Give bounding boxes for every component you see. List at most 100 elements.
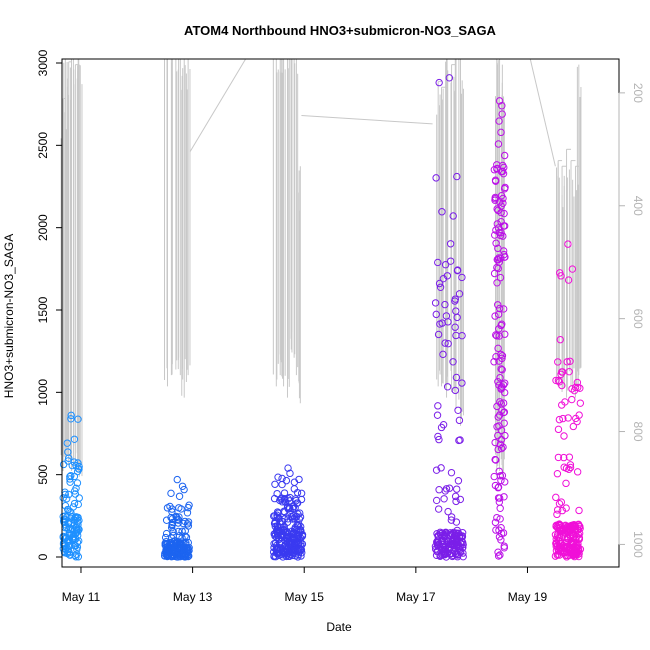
data-point xyxy=(174,519,182,527)
data-point xyxy=(439,274,448,283)
data-point xyxy=(552,539,561,548)
data-point xyxy=(286,493,294,502)
data-point xyxy=(498,366,506,374)
data-point xyxy=(174,515,182,523)
data-point xyxy=(432,310,440,319)
data-point xyxy=(553,470,562,478)
data-point xyxy=(169,545,177,553)
data-point xyxy=(500,253,509,261)
data-point xyxy=(559,414,567,423)
data-point xyxy=(575,529,584,538)
data-point xyxy=(494,344,502,353)
data-point xyxy=(289,542,298,551)
data-point xyxy=(560,463,568,471)
data-point xyxy=(491,177,500,185)
data-point xyxy=(561,521,570,530)
data-point xyxy=(570,532,578,541)
data-point xyxy=(565,465,573,473)
data-point xyxy=(435,486,443,494)
data-point-max xyxy=(495,97,504,105)
data-point xyxy=(447,516,456,524)
data-point-max xyxy=(445,74,454,82)
data-point xyxy=(501,431,509,440)
data-point xyxy=(162,529,171,538)
data-point xyxy=(434,505,443,513)
data-point xyxy=(568,385,576,393)
data-point xyxy=(437,464,445,472)
data-point xyxy=(494,377,502,386)
data-point xyxy=(435,78,443,87)
data-point xyxy=(496,374,504,382)
data-point xyxy=(451,386,460,395)
data-point xyxy=(500,151,509,160)
data-point xyxy=(554,425,563,434)
data-point xyxy=(569,545,577,553)
data-point xyxy=(564,414,572,422)
data-point xyxy=(494,483,503,491)
data-point xyxy=(453,266,462,274)
data-point xyxy=(438,529,446,537)
data-point xyxy=(178,482,187,490)
x-tick-label: May 15 xyxy=(285,590,325,604)
secondary-tick-label: 200 xyxy=(631,83,645,103)
data-point xyxy=(439,536,447,545)
data-point xyxy=(63,439,71,447)
data-point xyxy=(497,350,505,359)
data-point xyxy=(70,435,79,443)
data-point xyxy=(446,240,455,248)
data-point xyxy=(272,552,280,561)
data-point xyxy=(181,527,189,535)
data-point xyxy=(455,290,464,298)
data-point xyxy=(71,487,79,495)
data-point xyxy=(273,529,282,538)
data-point xyxy=(493,220,502,228)
data-point xyxy=(497,476,505,485)
series-flight-may-18 xyxy=(490,97,509,560)
data-point xyxy=(72,553,80,561)
data-point xyxy=(295,515,304,523)
data-point xyxy=(452,518,461,526)
data-point xyxy=(434,402,442,410)
data-point xyxy=(282,545,291,553)
data-point xyxy=(495,332,503,340)
data-point xyxy=(458,273,466,282)
data-point xyxy=(64,537,73,545)
data-point xyxy=(496,515,504,523)
data-point xyxy=(553,510,561,519)
data-point xyxy=(74,459,82,467)
data-point xyxy=(497,444,506,453)
data-point xyxy=(71,514,79,522)
data-point xyxy=(273,489,281,498)
data-point xyxy=(181,517,189,526)
data-point xyxy=(439,350,447,359)
data-point xyxy=(495,411,504,419)
data-point xyxy=(557,526,565,535)
x-tick-label: May 13 xyxy=(173,590,213,604)
data-point xyxy=(576,399,585,407)
data-point xyxy=(284,552,293,561)
data-point xyxy=(558,368,566,376)
data-point xyxy=(497,365,505,373)
data-point xyxy=(562,538,571,547)
data-point xyxy=(168,518,177,527)
data-point xyxy=(184,518,193,526)
data-point xyxy=(552,376,560,385)
data-point xyxy=(573,468,582,476)
series-flight-may-17 xyxy=(431,74,467,561)
y-tick-label: 0 xyxy=(36,553,50,560)
data-point xyxy=(280,526,288,535)
data-point xyxy=(494,224,503,232)
data-point xyxy=(285,533,293,541)
data-point xyxy=(560,432,568,440)
data-point xyxy=(566,357,574,365)
pressure-transit-line xyxy=(529,58,556,167)
data-point xyxy=(434,258,442,267)
data-point xyxy=(431,299,440,307)
data-point xyxy=(495,198,504,206)
data-point xyxy=(497,536,505,544)
data-point xyxy=(452,307,460,315)
data-point xyxy=(568,395,576,404)
data-point xyxy=(272,548,281,557)
data-point xyxy=(451,297,459,305)
